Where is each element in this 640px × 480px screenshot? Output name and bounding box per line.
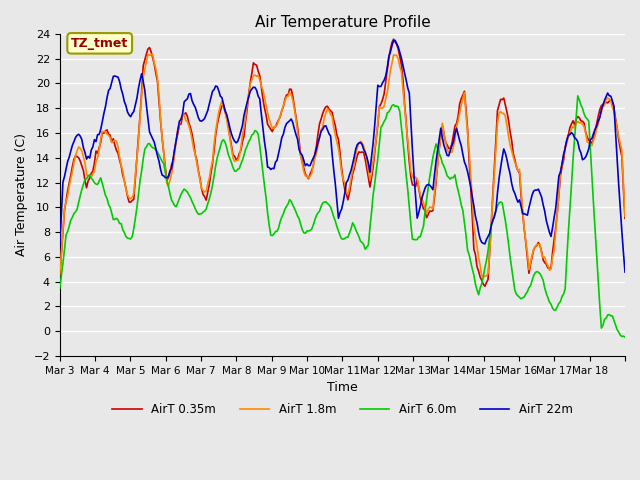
X-axis label: Time: Time [327, 381, 358, 394]
Text: TZ_tmet: TZ_tmet [71, 37, 129, 50]
Y-axis label: Air Temperature (C): Air Temperature (C) [15, 133, 28, 256]
Title: Air Temperature Profile: Air Temperature Profile [255, 15, 430, 30]
Legend: AirT 0.35m, AirT 1.8m, AirT 6.0m, AirT 22m: AirT 0.35m, AirT 1.8m, AirT 6.0m, AirT 2… [108, 398, 577, 421]
